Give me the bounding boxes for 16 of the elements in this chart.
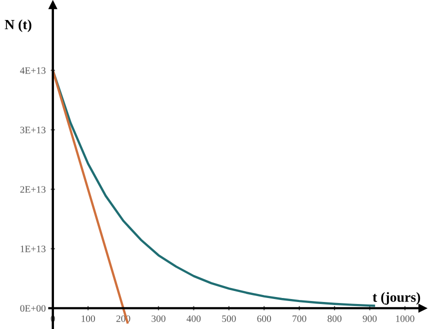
x-tick-label: 300 [152,315,166,322]
x-tick-label: 400 [186,315,201,322]
y-tick-label: 2E+13 [20,186,46,193]
x-axis-title: t (jours) [372,292,420,305]
y-tick-label: 3E+13 [20,126,46,134]
y-axis-title: N (t) [4,20,32,32]
x-tick-label: 700 [292,315,306,322]
y-tick-label: 0E+00 [20,305,46,312]
x-tick-label: 800 [328,315,342,322]
y-tick-label: 1E+13 [20,246,46,252]
x-tick-label: 100 [82,315,95,322]
y-tick-label: 4E+13 [20,67,46,74]
x-tick-label: 1000 [396,315,414,322]
x-tick-label: 600 [257,315,272,322]
x-tick-label: 900 [362,315,377,322]
x-tick-label: 500 [222,315,236,322]
